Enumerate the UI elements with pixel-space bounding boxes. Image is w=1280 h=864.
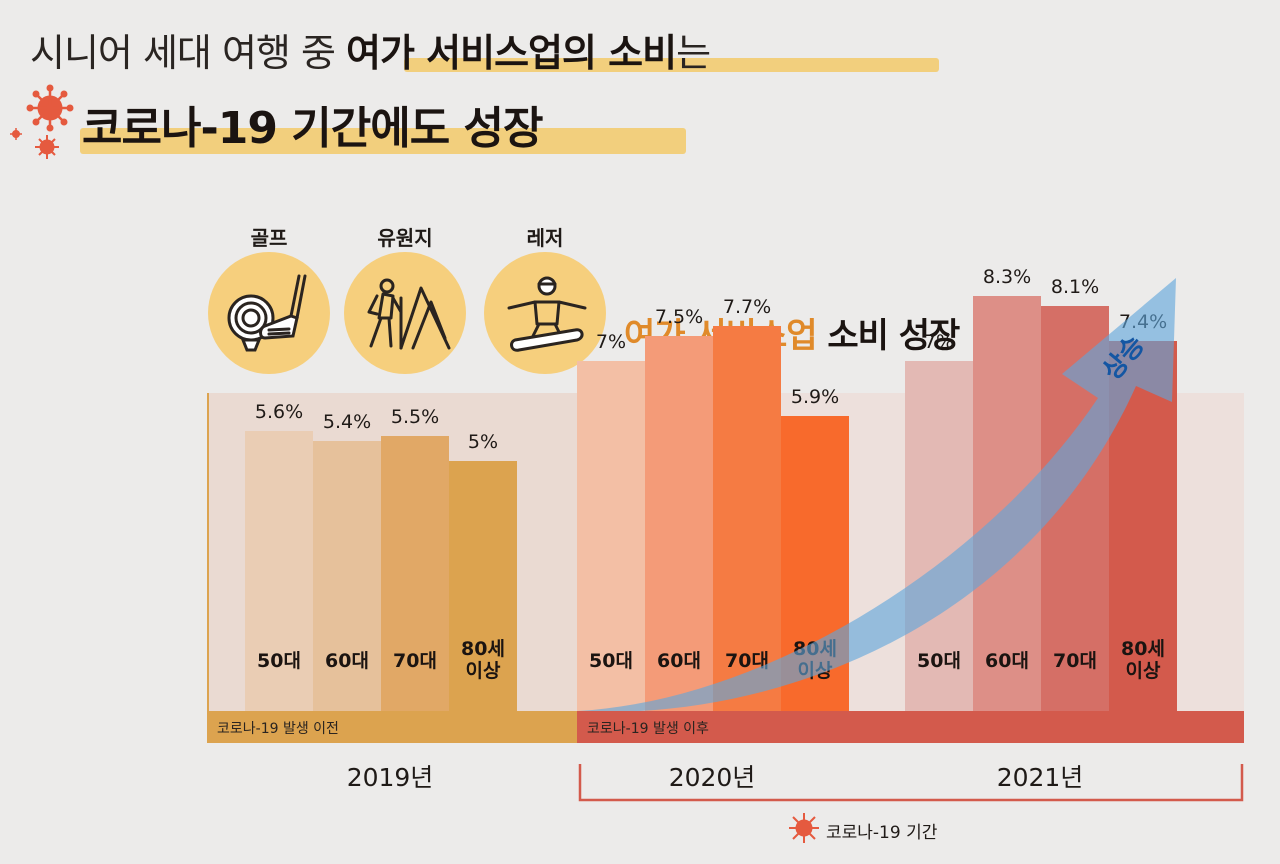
virus-icon-cluster (10, 84, 74, 159)
value-label: 7.7% (722, 296, 772, 318)
strip-after-covid (577, 711, 1244, 743)
category-label-amusement: 유원지 (377, 226, 433, 250)
strip-label-before: 코로나-19 발생 이전 (217, 721, 339, 737)
virus-icon (789, 813, 819, 843)
age-label: 70대 (393, 650, 437, 672)
title-line-1-lead: 시니어 세대 여행 중 (30, 31, 346, 75)
golf-icon (208, 252, 330, 374)
age-label: 50대 (257, 650, 301, 672)
bar-2019년-50대 (245, 431, 313, 711)
age-label: 50대 (589, 650, 633, 672)
bar-2019년-70대 (381, 436, 449, 711)
value-label: 7% (595, 331, 627, 353)
age-label: 70대 (725, 650, 769, 672)
year-label-2020: 2020년 (668, 763, 756, 792)
value-label: 7.4% (1118, 311, 1168, 333)
value-label: 5.4% (322, 411, 372, 433)
age-label: 80세 이상 (1121, 638, 1165, 682)
year-label-2021: 2021년 (996, 763, 1084, 792)
strip-label-after: 코로나-19 발생 이후 (587, 721, 709, 737)
age-label: 80세 이상 (793, 638, 837, 682)
category-label-leisure: 레저 (526, 226, 564, 250)
title-line-2: 코로나-19 기간에도 성장 (82, 103, 543, 154)
year-label-2019: 2019년 (346, 763, 434, 792)
value-label: 8.1% (1050, 276, 1100, 298)
covid-period-label: 코로나-19 기간 (826, 823, 938, 843)
age-label: 60대 (325, 650, 369, 672)
age-label: 60대 (657, 650, 701, 672)
value-label: 5% (467, 431, 499, 453)
bar-2019년-80세 이상 (449, 461, 517, 711)
title-line-1-highlight: 여가 서비스업의 소비 (346, 31, 677, 75)
hiking-icon (344, 252, 466, 374)
age-label: 50대 (917, 650, 961, 672)
bar-2021년-60대 (973, 296, 1041, 711)
region-before-border (207, 393, 209, 743)
title-line-1-tail: 는 (676, 31, 711, 75)
covid-period-bracket (578, 764, 1244, 802)
age-label: 70대 (1053, 650, 1097, 672)
age-label: 80세 이상 (461, 638, 505, 682)
value-label: 5.6% (254, 401, 304, 423)
strip-before-covid (207, 711, 577, 743)
title-line-1: 시니어 세대 여행 중 여가 서비스업의 소비는 (30, 22, 711, 77)
category-label-golf: 골프 (250, 226, 288, 250)
value-label: 7% (923, 331, 955, 353)
age-label: 60대 (985, 650, 1029, 672)
bar-2019년-60대 (313, 441, 381, 711)
value-label: 5.9% (790, 386, 840, 408)
snowboard-icon (484, 252, 606, 374)
value-label: 5.5% (390, 406, 440, 428)
